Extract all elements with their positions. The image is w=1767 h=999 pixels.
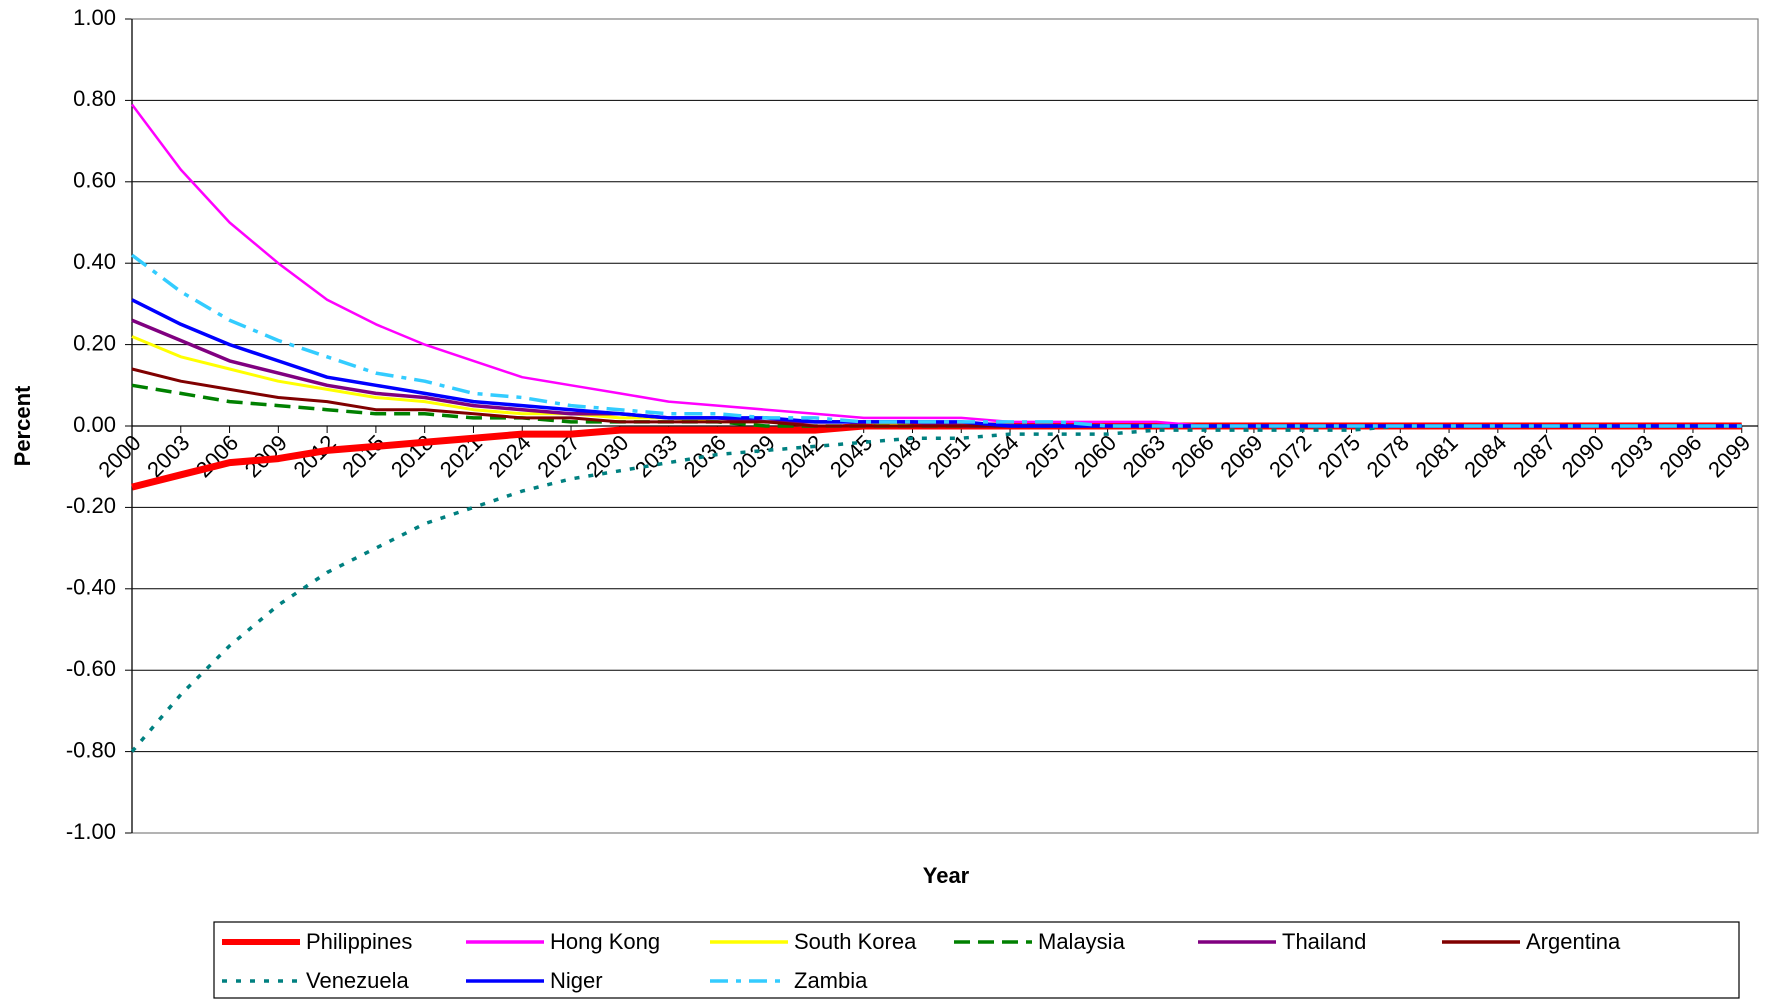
legend-label: South Korea: [794, 929, 917, 954]
legend-label: Zambia: [794, 968, 868, 993]
legend-box: [213, 921, 1740, 999]
y-tick-label: -1.00: [66, 819, 116, 844]
legend: Philippines Hong Kong South Korea Malaysia T…: [213, 921, 1740, 999]
series-line: [130, 424, 1742, 753]
legend-label: Thailand: [1282, 929, 1366, 954]
y-tick-label: -0.60: [66, 656, 116, 681]
y-tick-label: -0.80: [66, 737, 116, 762]
y-tick-label: -0.40: [66, 575, 116, 600]
y-tick-label: 0.20: [73, 330, 116, 355]
series-line: [130, 253, 1742, 428]
y-tick-label: 1.00: [73, 5, 116, 30]
legend-label: Argentina: [1526, 929, 1621, 954]
y-tick-label: 0.40: [73, 249, 116, 274]
legend-label: Malaysia: [1038, 929, 1126, 954]
legend-label: Philippines: [306, 929, 412, 954]
y-tick-label: 0.80: [73, 86, 116, 111]
y-tick-label: 0.00: [73, 412, 116, 437]
y-axis-title: Percent: [10, 385, 35, 466]
legend-label: Venezuela: [306, 968, 410, 993]
y-tick-label: 0.60: [73, 168, 116, 193]
y-tick-label: -0.20: [66, 493, 116, 518]
legend-label: Hong Kong: [550, 929, 660, 954]
x-axis-title: Year: [923, 863, 970, 888]
legend-label: Niger: [550, 968, 603, 993]
